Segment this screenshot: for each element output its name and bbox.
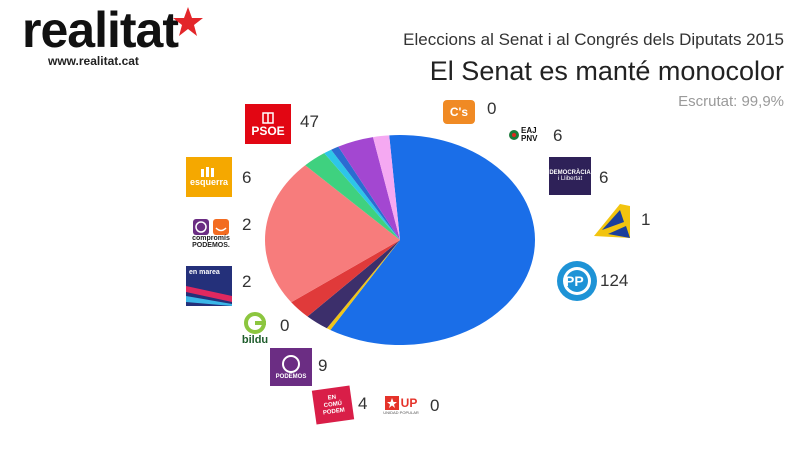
dil-logo-text-2: i Llibertat [557, 176, 583, 182]
esquerra-logo: esquerra [186, 157, 232, 197]
pie-slice-eaj-pnv [291, 240, 400, 317]
seats-label-up: 0 [430, 396, 440, 415]
seats-label-asg: 1 [641, 210, 651, 229]
seats-label-dil: 6 [599, 168, 609, 187]
seats-label-pnv: 6 [553, 126, 563, 145]
scrutiny-status: Escrutat: 99,9% [678, 93, 784, 110]
star-icon [173, 7, 203, 36]
bildu-logo: bildu [235, 309, 275, 349]
seats-label-podemos: 9 [318, 356, 328, 375]
seats-label-pp: 124 [600, 271, 629, 290]
chart-title: El Senat es manté monocolor [429, 56, 784, 86]
podemos-logo-text: PODEMOS [275, 374, 307, 380]
lauburu-icon [509, 130, 519, 140]
compromis-podemos-logo: compromís PODEMOS. [186, 212, 236, 256]
podemos-logo: PODEMOS [270, 348, 312, 386]
dil-logo-text-1: DEMOCRÀCIA [549, 170, 591, 176]
pnv-logo: EAJ PNV [509, 126, 545, 144]
brand-name: realitat [22, 2, 179, 58]
podemos-circle-icon [282, 355, 300, 373]
seats-label-bildu: 0 [280, 316, 290, 335]
marea-wave-icon [186, 286, 232, 306]
pie-slice-psoe [265, 165, 400, 303]
compromis-logo-text-2: PODEMOS. [192, 242, 230, 249]
seats-label-esquerra: 6 [242, 168, 252, 187]
pie-slice-dil [307, 240, 400, 329]
en-comu-podem-logo: EN COMÚ PODEM [311, 385, 355, 425]
pie-slice-en-marea [331, 146, 400, 240]
pp-logo-text: PP [565, 273, 584, 289]
marea-logo-text: en marea [189, 269, 220, 276]
bildu-symbol-icon [244, 312, 266, 334]
seats-label-ecp: 4 [358, 394, 368, 413]
psoe-logo-text: PSOE [251, 124, 285, 138]
esquerra-symbol-icon [201, 167, 214, 177]
up-logo-subtext: UNIDAD POPULAR [383, 409, 419, 415]
seats-label-marea: 2 [242, 272, 252, 291]
seats-label-cs: 0 [487, 99, 497, 118]
pie-slice-asg [326, 240, 400, 330]
pp-logo [557, 261, 597, 301]
brand-logo: realitat www.realitat.cat [22, 2, 203, 68]
canary-islands-logo [594, 204, 630, 238]
brand-url: www.realitat.cat [48, 54, 139, 68]
pie-slice-erc [305, 153, 400, 240]
cs-logo: C's [443, 100, 475, 124]
up-star-icon [384, 395, 399, 410]
up-logo-text: UP [400, 395, 418, 410]
unidad-popular-logo: UP UNIDAD POPULAR [381, 390, 421, 420]
dil-logo: DEMOCRÀCIA i Llibertat [549, 157, 591, 195]
cs-logo-text: C's [449, 105, 469, 119]
seats-label-psoe: 47 [300, 112, 319, 131]
psoe-logo: PSOE [245, 104, 291, 144]
compromis-symbol-icon [193, 219, 229, 235]
bildu-logo-text: bildu [241, 334, 269, 346]
pnv-logo-text-1: EAJ [521, 126, 537, 135]
pnv-logo-text-2: PNV [521, 134, 538, 143]
esquerra-logo-text: esquerra [189, 177, 229, 187]
seats-label-compromis: 2 [242, 215, 252, 234]
pie-slice-comprom-s-podemos [324, 149, 400, 240]
pie-slice-podemos [338, 137, 400, 240]
ecp-logo-text-3: PODEM [322, 406, 346, 416]
chart-subtitle: Eleccions al Senat i al Congrés dels Dip… [403, 30, 784, 49]
compromis-logo-text-1: compromís [192, 235, 230, 242]
pie-slice-en-com-podem [372, 135, 400, 240]
rose-icon [262, 112, 274, 124]
pie-slice-pp [330, 135, 535, 345]
